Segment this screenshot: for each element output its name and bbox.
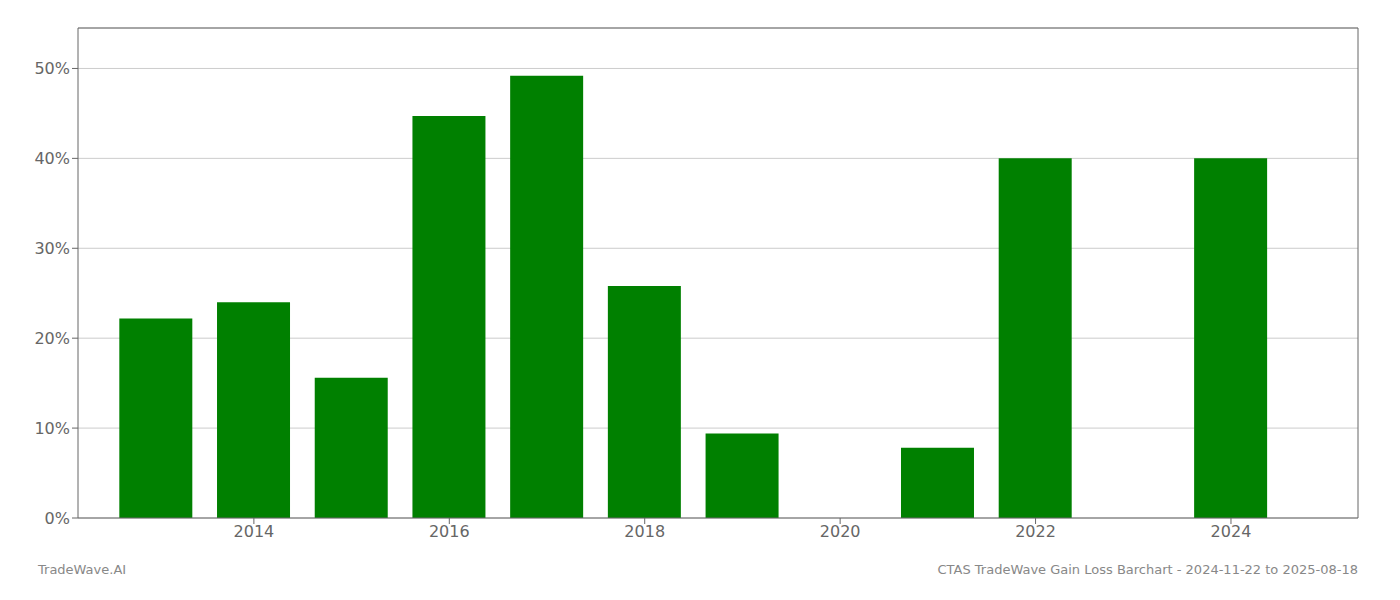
svg-text:2018: 2018: [624, 522, 665, 541]
svg-text:40%: 40%: [34, 149, 70, 168]
svg-text:2014: 2014: [234, 522, 275, 541]
html-text:CTAS TradeWave Gain Loss Barch: CTAS TradeWave Gain Loss Barchart - 2024…: [937, 562, 1358, 577]
svg-text:20%: 20%: [34, 329, 70, 348]
svg-text:2022: 2022: [1015, 522, 1056, 541]
html-text:TradeWave.AI: TradeWave.AI: [38, 562, 127, 577]
svg-text:2024: 2024: [1211, 522, 1252, 541]
svg-text:0%: 0%: [45, 509, 70, 528]
svg-text:2016: 2016: [429, 522, 470, 541]
svg-text:50%: 50%: [34, 59, 70, 78]
svg-text:10%: 10%: [34, 419, 70, 438]
svg-text:2020: 2020: [820, 522, 861, 541]
svg-text:30%: 30%: [34, 239, 70, 258]
